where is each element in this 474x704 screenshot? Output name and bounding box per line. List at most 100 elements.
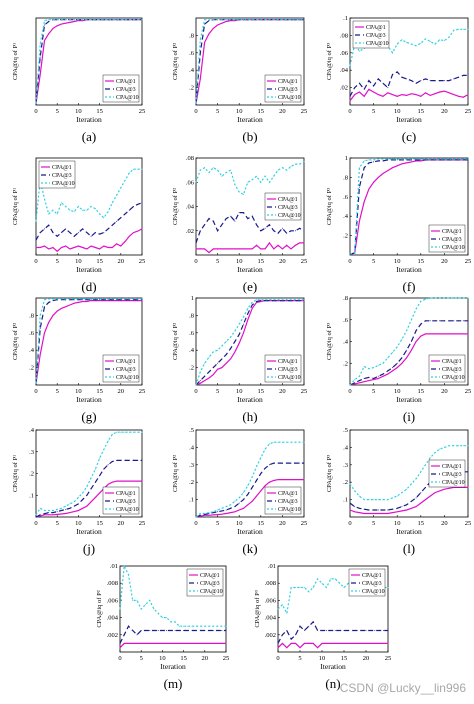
data-point bbox=[35, 102, 37, 104]
x-axis-label: Iteration bbox=[76, 265, 102, 274]
legend-entry: CPA@3 bbox=[278, 87, 298, 93]
series-line bbox=[195, 441, 304, 518]
x-tick-label: 5 bbox=[216, 108, 219, 115]
data-point bbox=[268, 299, 270, 301]
data-point bbox=[349, 483, 351, 485]
data-point bbox=[303, 19, 305, 21]
data-point bbox=[247, 218, 249, 220]
chart-h: 0 5 10 15 20 25 .2 .4 .6 .8 1 Iteration CPA@iq of P²… bbox=[172, 295, 307, 424]
data-point bbox=[212, 220, 214, 222]
data-point bbox=[373, 378, 375, 379]
data-point bbox=[124, 213, 126, 215]
data-point bbox=[317, 647, 319, 649]
data-point bbox=[382, 499, 384, 501]
data-point bbox=[221, 224, 223, 226]
data-point bbox=[303, 441, 305, 443]
data-point bbox=[234, 19, 236, 21]
data-point bbox=[52, 300, 54, 302]
data-point bbox=[48, 33, 50, 35]
data-point bbox=[294, 300, 296, 302]
y-axis-label: CPA@iq of P¹ bbox=[12, 455, 19, 492]
data-point bbox=[347, 642, 349, 644]
data-point bbox=[290, 230, 292, 232]
x-tick-label: 25 bbox=[301, 388, 308, 395]
data-point bbox=[94, 299, 96, 301]
data-point bbox=[116, 300, 118, 302]
series-line bbox=[349, 28, 468, 66]
x-tick-label: 20 bbox=[279, 108, 286, 115]
data-point bbox=[166, 617, 168, 619]
data-point bbox=[358, 50, 360, 52]
data-point bbox=[358, 495, 360, 497]
data-point bbox=[256, 19, 257, 21]
data-point bbox=[401, 510, 403, 512]
data-point bbox=[415, 330, 417, 332]
x-tick-label: 15 bbox=[96, 388, 103, 395]
series-line bbox=[119, 642, 226, 649]
data-point bbox=[212, 19, 214, 21]
data-point bbox=[82, 499, 84, 501]
data-point bbox=[238, 509, 240, 511]
legend-entry: CPA@3 bbox=[278, 205, 298, 211]
data-point bbox=[354, 490, 356, 492]
data-point bbox=[133, 206, 134, 207]
x-tick-label: 20 bbox=[202, 655, 209, 662]
data-point bbox=[128, 300, 130, 302]
data-point bbox=[330, 578, 332, 580]
data-point bbox=[277, 479, 279, 481]
data-point bbox=[251, 500, 253, 502]
data-point bbox=[392, 367, 393, 369]
data-point bbox=[467, 158, 469, 160]
data-point bbox=[392, 167, 393, 169]
data-point bbox=[410, 161, 412, 163]
data-point bbox=[48, 19, 50, 21]
data-point bbox=[365, 642, 367, 644]
data-point bbox=[277, 299, 279, 301]
data-point bbox=[230, 512, 232, 514]
data-point bbox=[462, 28, 464, 30]
data-point bbox=[373, 513, 375, 514]
data-point bbox=[137, 203, 139, 205]
data-point bbox=[133, 168, 134, 170]
data-point bbox=[382, 173, 384, 174]
data-point bbox=[312, 587, 314, 588]
data-point bbox=[415, 478, 417, 480]
data-point bbox=[382, 158, 384, 160]
x-tick-label: 15 bbox=[258, 258, 265, 265]
data-point bbox=[120, 431, 122, 433]
data-point bbox=[86, 494, 88, 496]
data-point bbox=[392, 497, 393, 499]
y-tick-label: .6 bbox=[189, 330, 195, 337]
data-point bbox=[434, 80, 436, 82]
x-tick-label: 25 bbox=[301, 108, 308, 115]
data-point bbox=[123, 634, 125, 636]
data-point bbox=[368, 376, 370, 378]
data-point bbox=[199, 169, 201, 171]
data-point bbox=[52, 19, 54, 21]
x-tick-label: 10 bbox=[159, 655, 166, 662]
data-point bbox=[141, 298, 143, 300]
data-point bbox=[387, 587, 389, 588]
data-point bbox=[294, 299, 296, 301]
data-point bbox=[94, 247, 96, 248]
data-point bbox=[325, 642, 327, 644]
data-point bbox=[439, 333, 441, 335]
data-point bbox=[44, 40, 45, 42]
data-point bbox=[221, 345, 223, 347]
data-point bbox=[52, 209, 54, 211]
data-point bbox=[191, 642, 193, 644]
data-point bbox=[208, 19, 210, 21]
data-point bbox=[230, 169, 232, 171]
data-point bbox=[60, 202, 62, 204]
data-point bbox=[86, 19, 88, 21]
data-point bbox=[86, 301, 88, 302]
data-point bbox=[247, 19, 249, 21]
data-point bbox=[382, 373, 384, 375]
data-point bbox=[107, 300, 109, 302]
data-point bbox=[234, 351, 236, 353]
data-point bbox=[458, 76, 460, 78]
data-point bbox=[368, 499, 370, 501]
data-point bbox=[191, 630, 193, 631]
data-point bbox=[238, 497, 240, 499]
data-point bbox=[410, 80, 412, 82]
